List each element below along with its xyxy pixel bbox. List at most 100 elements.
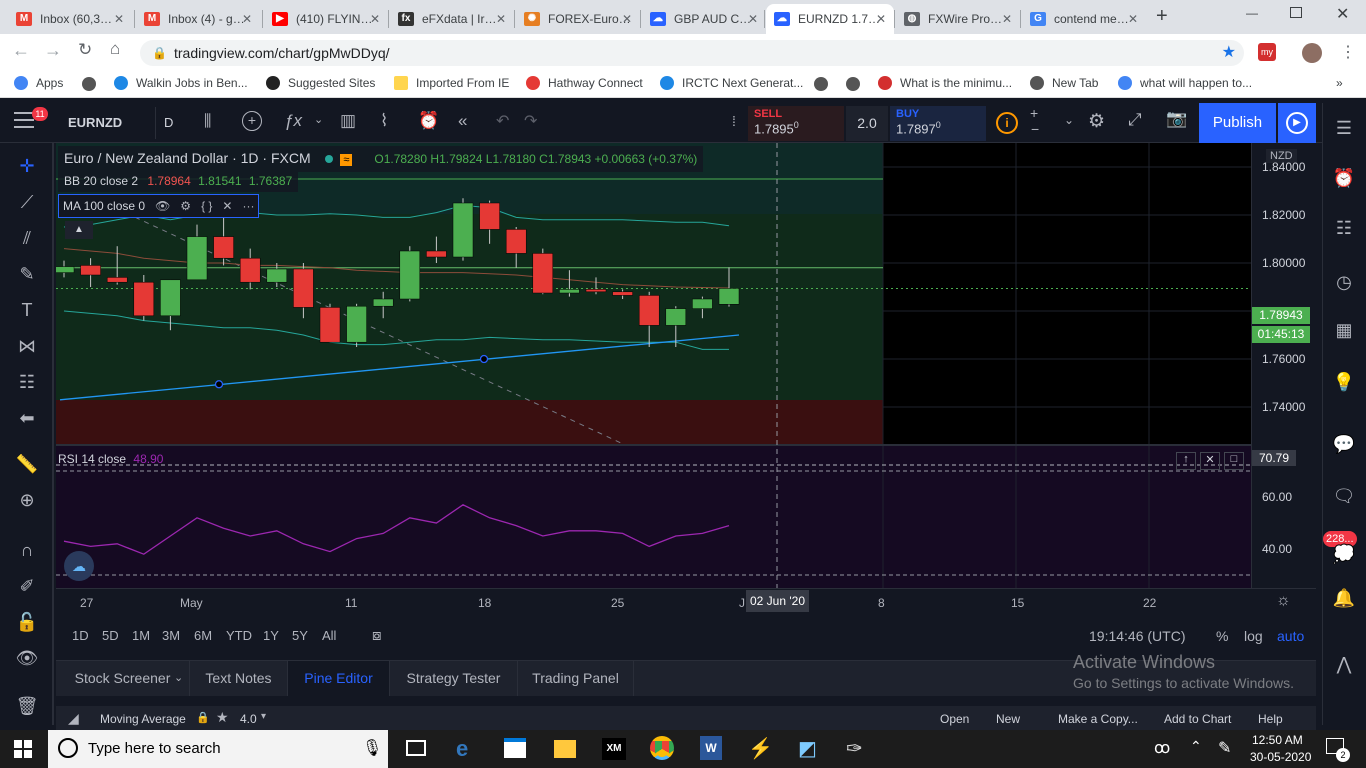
data-window-icon[interactable]: ☷ — [1335, 218, 1353, 238]
profile-avatar[interactable] — [1302, 43, 1322, 63]
brush-icon[interactable]: ✎ — [19, 264, 35, 284]
eye-icon[interactable]: 👁 — [15, 648, 39, 668]
collapse-legend-button[interactable]: ▲ — [65, 221, 93, 239]
minimize-icon[interactable]: — — [1246, 6, 1258, 20]
browser-tab[interactable]: ☁ EURNZD 1.7… ✕ — [766, 4, 894, 34]
close-tab-icon[interactable]: ✕ — [1127, 12, 1138, 26]
hotlist-icon[interactable]: ◷ — [1336, 272, 1352, 292]
compare-icon[interactable]: + — [242, 111, 262, 131]
trade-drag-handle[interactable]: ⁞ — [732, 113, 736, 129]
pen-icon[interactable]: ✎ — [1218, 740, 1232, 757]
back-icon[interactable]: ← — [12, 40, 30, 60]
app-icon-2[interactable]: ◩ — [798, 738, 817, 760]
globe-icon[interactable] — [814, 77, 828, 91]
indicators-icon[interactable]: ƒx — [284, 111, 302, 130]
goto-date-icon[interactable]: ⧇ — [372, 627, 382, 644]
crosshair-icon[interactable]: ✛ — [19, 156, 35, 176]
bookmark-item[interactable]: New Tab — [1030, 76, 1098, 90]
qty-minus-icon[interactable]: − — [1031, 121, 1040, 137]
replay-icon[interactable]: « — [458, 111, 468, 130]
close-tab-icon[interactable]: ✕ — [113, 12, 124, 26]
buy-button[interactable]: BUY 1.78970 — [890, 106, 986, 141]
camera-icon[interactable]: 📷 — [1166, 109, 1188, 128]
close-tab-icon[interactable]: ✕ — [241, 12, 252, 26]
pane-move-up-icon[interactable]: ↑ — [1176, 452, 1196, 470]
quantity-field[interactable]: 2.0 — [846, 106, 888, 141]
script-name[interactable]: Moving Average — [100, 712, 186, 726]
prediction-icon[interactable]: ☷ — [18, 372, 36, 392]
sell-button[interactable]: SELL 1.78950 — [748, 106, 844, 141]
help-icon[interactable]: ⋀ — [1336, 654, 1352, 674]
streams-icon[interactable]: 💬 — [1332, 434, 1356, 454]
lock-icon[interactable]: 🔓 — [15, 612, 39, 632]
info-icon[interactable]: i — [996, 112, 1018, 134]
bookmark-item[interactable]: What is the minimu... — [878, 76, 1012, 90]
ma-legend[interactable]: MA 100 close 0 👁 ⚙ { } ✕ ··· — [58, 194, 260, 218]
close-tab-icon[interactable]: ✕ — [1001, 12, 1012, 26]
more-bookmarks-icon[interactable]: » — [1336, 76, 1343, 90]
store-icon[interactable] — [504, 738, 526, 758]
range-button[interactable]: 1M — [132, 628, 151, 643]
app-icon-3[interactable]: ✑ — [846, 738, 863, 760]
range-button[interactable]: 5D — [102, 628, 119, 643]
more-options-icon[interactable]: ··· — [242, 199, 255, 213]
close-window-icon[interactable]: ✕ — [1336, 6, 1350, 23]
calendar-icon[interactable]: ▦ — [1335, 320, 1353, 340]
utc-clock[interactable]: 19:14:46 (UTC) — [1089, 628, 1186, 644]
script-action[interactable]: Make a Copy... — [1058, 712, 1138, 726]
bottom-tab[interactable]: Strategy Tester — [390, 661, 518, 696]
symbol-title[interactable]: Euro / New Zealand Dollar · 1D · FXCM — [64, 150, 311, 166]
script-action[interactable]: Add to Chart — [1164, 712, 1232, 726]
version-dropdown-icon[interactable]: ▾ — [261, 711, 267, 722]
script-action[interactable]: Open — [940, 712, 970, 726]
browser-tab[interactable]: ◍ FXWire Pro… ✕ — [896, 4, 1020, 34]
time-axis[interactable] — [56, 588, 1316, 616]
windows-start-icon[interactable] — [14, 740, 32, 758]
bookmark-item[interactable]: what will happen to... — [1118, 76, 1252, 90]
main-chart[interactable] — [56, 143, 1251, 588]
chrome-icon[interactable] — [650, 736, 674, 760]
favorite-star-icon[interactable]: ★ — [216, 709, 229, 725]
price-scale[interactable]: NZD — [1251, 143, 1316, 588]
pane-maximize-icon[interactable]: □ — [1224, 452, 1244, 470]
pattern-icon[interactable]: ⋈ — [18, 336, 36, 356]
range-button[interactable]: 5Y — [292, 628, 308, 643]
ma-settings-icon[interactable]: ⚙ — [180, 199, 192, 213]
fullscreen-icon[interactable]: ⤢ — [1128, 110, 1142, 129]
hamburger-menu-icon[interactable] — [14, 112, 34, 128]
interval-button[interactable]: D — [164, 115, 174, 130]
screener-dropdown-icon[interactable]: ⌄ — [174, 672, 184, 684]
browser-tab[interactable]: M Inbox (4) - g… ✕ — [136, 4, 260, 34]
taskbar-time[interactable]: 12:50 AM — [1252, 733, 1303, 747]
bookmark-item[interactable]: IRCTC Next Generat... — [660, 76, 803, 90]
file-explorer-icon[interactable] — [554, 740, 576, 758]
bookmark-item[interactable]: Walkin Jobs in Ben... — [114, 76, 248, 90]
publish-button[interactable]: Publish — [1199, 103, 1276, 143]
app-icon-1[interactable]: ⚡ — [748, 738, 773, 760]
text-tool-icon[interactable]: T — [21, 300, 33, 320]
script-action[interactable]: Help — [1258, 712, 1283, 726]
range-button[interactable]: 6M — [194, 628, 213, 643]
range-button[interactable]: 1Y — [263, 628, 279, 643]
browser-tab[interactable]: fx eFXdata | Ir… ✕ — [390, 4, 514, 34]
script-action[interactable]: New — [996, 712, 1021, 726]
browser-tab[interactable]: M Inbox (60,3… ✕ — [8, 4, 132, 34]
browser-tab[interactable]: ☁ GBP AUD C… ✕ — [642, 4, 766, 34]
trash-icon[interactable]: 🗑 — [15, 696, 39, 716]
line-chart-icon[interactable]: ⌇ — [380, 111, 389, 130]
range-button[interactable]: YTD — [226, 628, 252, 643]
chart-type-icon[interactable]: ⫼ — [204, 113, 212, 130]
range-button[interactable]: All — [322, 628, 337, 643]
people-icon[interactable]: ꝏ — [1154, 740, 1171, 757]
star-icon[interactable]: ★ — [1221, 44, 1236, 61]
action-center-icon[interactable] — [1326, 738, 1344, 754]
layout-dropdown-icon[interactable]: ⌄ — [1064, 113, 1075, 127]
close-tab-icon[interactable]: ✕ — [495, 12, 506, 26]
alerts-clock-icon[interactable]: ⏰ — [1332, 168, 1356, 188]
chats-icon[interactable]: 🗨 — [1332, 486, 1356, 506]
tradingview-logo[interactable]: ☁ — [64, 551, 94, 581]
close-tab-icon[interactable]: ✕ — [875, 12, 886, 26]
home-icon[interactable]: ⌂ — [110, 39, 121, 58]
bar-chart-icon[interactable]: ▥ — [340, 111, 357, 130]
